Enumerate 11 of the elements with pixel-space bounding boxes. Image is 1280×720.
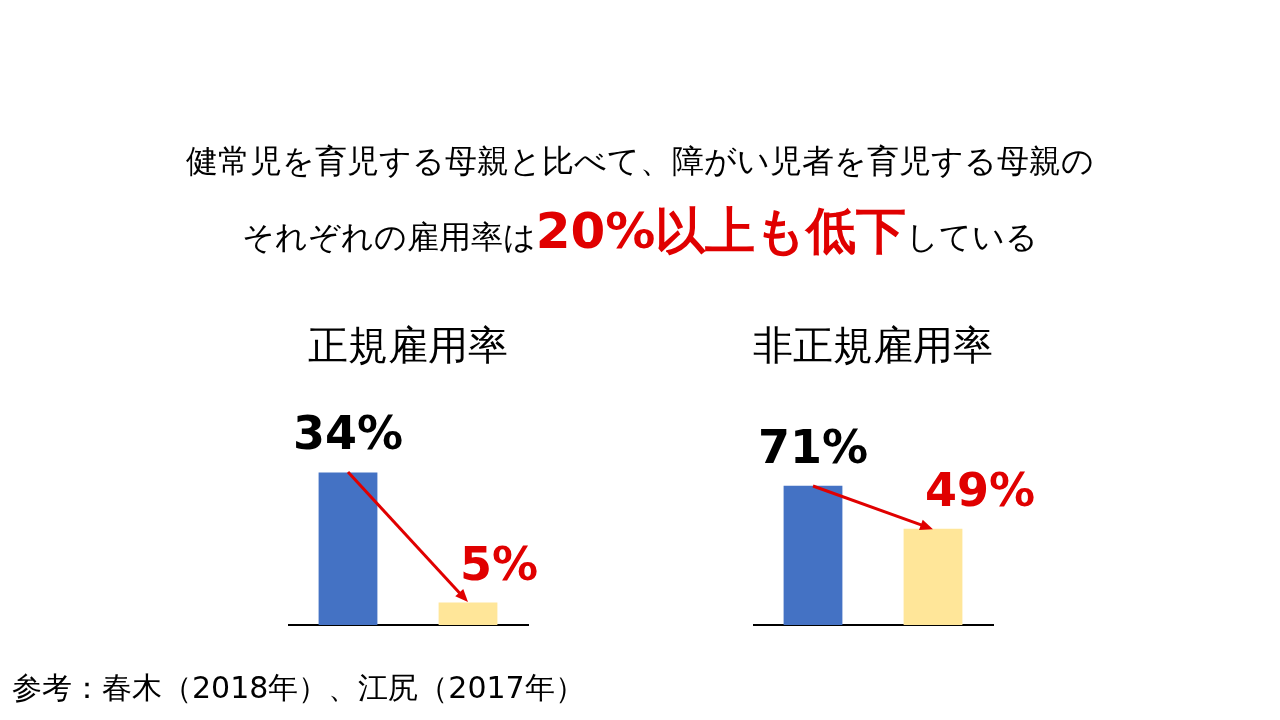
data-label: 71% bbox=[757, 419, 869, 474]
data-label: 5% bbox=[460, 536, 539, 591]
text: それぞれの雇用率は bbox=[241, 218, 536, 256]
chart-title: 非正規雇用率 bbox=[752, 321, 994, 370]
text: 20%以上も低下 bbox=[535, 202, 907, 260]
data-label: 49% bbox=[925, 462, 1036, 517]
text: している bbox=[906, 218, 1039, 256]
text: 参考：春木（2018年）、江尻（2017年） bbox=[12, 669, 585, 707]
data-label: 34% bbox=[292, 406, 404, 461]
text: 健常児を育児する母親と比べて、障がい児者を育児する母親の bbox=[185, 141, 1095, 182]
chart-title: 正規雇用率 bbox=[307, 321, 509, 370]
